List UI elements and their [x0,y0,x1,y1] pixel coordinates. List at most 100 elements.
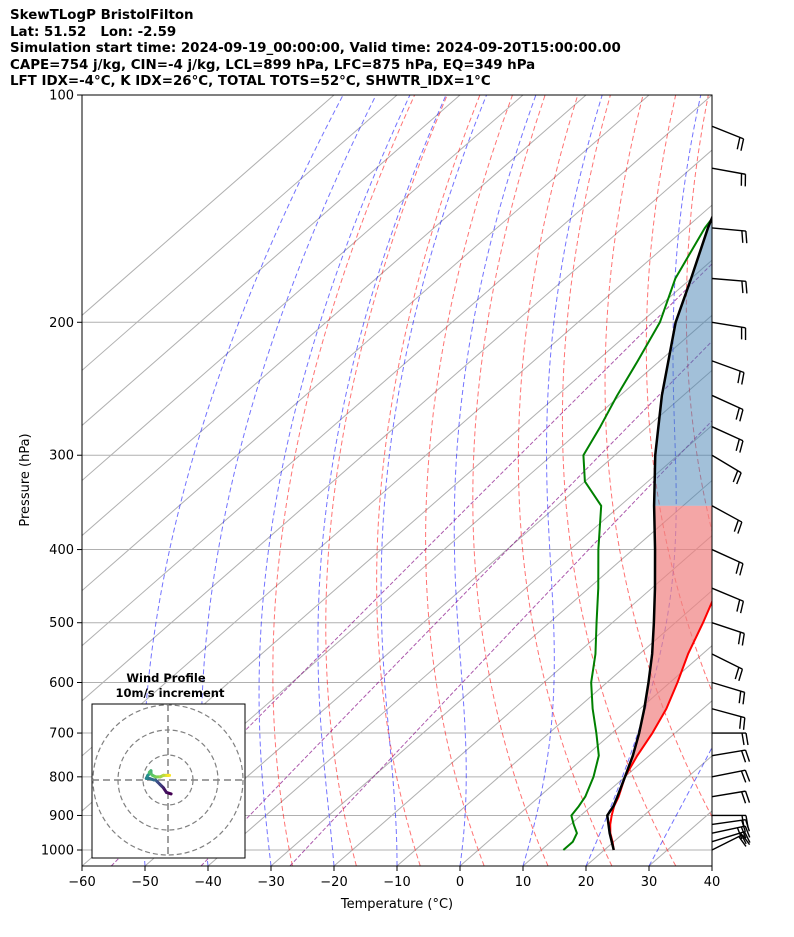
isotherm [82,149,712,702]
profile-layer [562,214,712,851]
barb-shaft [711,587,744,602]
barb-shaft [711,454,742,474]
title-line: Simulation start time: 2024-09-19_00:00:… [10,41,621,56]
barb-shaft [711,227,746,232]
barb-flag [740,832,747,845]
y-tick-label: 900 [49,809,74,824]
x-tick-label: −40 [194,875,221,890]
barb-flag [741,230,744,243]
dry-adiabat [517,95,613,866]
x-tick-label: 20 [578,875,595,890]
x-axis-label: Temperature (°C) [340,897,453,912]
barb-shaft [711,321,746,329]
title-line: Lat: 51.52 Lon: -2.59 [10,24,177,40]
moist-adiabat [453,95,537,866]
barb-flag [737,521,743,534]
x-tick-label: 40 [704,875,721,890]
y-tick-label: 500 [49,616,74,631]
barb-flag [738,836,747,847]
barb-shaft [711,277,746,283]
wind-barb [711,749,751,763]
wind-barb [711,454,742,485]
y-tick-label: 100 [49,89,74,104]
barb-flag [741,372,745,385]
barb-flag [741,834,751,846]
moist-adiabat [522,95,603,866]
isotherm [270,479,712,866]
barb-flag [741,815,745,828]
x-tick-label: 30 [641,875,658,890]
barb-flag [745,732,749,746]
cin-area [654,218,712,506]
isotherm [333,534,712,866]
title-line: SkewTLogP BristolFilton [10,8,194,23]
barb-flag [739,601,745,614]
barb-flag [740,138,745,151]
isotherm [144,369,712,866]
barb-shaft [711,653,743,670]
barb-flag [736,827,743,840]
barb-flag [732,470,739,483]
barb-flag [742,717,746,730]
wind-barb [711,426,744,453]
dry-adiabat [561,95,677,866]
barb-flag [735,438,740,452]
barb-flag [739,563,744,576]
barb-flag [740,770,747,783]
wind-barb [711,125,745,151]
wind-barb [711,277,748,294]
isotherm [711,865,712,866]
wind-profile-inset: Wind Profile 10m/s increment [91,671,246,859]
barb-flag [738,691,742,704]
barb-shaft [711,548,744,565]
mixing-ratio-line [289,420,712,866]
barb-flag [741,732,745,746]
x-tick-label: −30 [257,875,284,890]
barb-flag [737,371,741,384]
y-tick-label: 300 [49,449,74,464]
wind-barb [711,653,744,682]
moist-adiabat [317,95,447,866]
title-line: CAPE=754 j/kg, CIN=-4 j/kg, LCL=899 hPa,… [10,57,536,73]
barb-shaft [711,167,746,175]
dry-adiabat [472,95,549,866]
wind-barb [711,227,748,244]
barb-flag [744,825,751,838]
x-tick-label: 10 [515,875,532,890]
barb-shaft [711,790,746,798]
barb-flag [742,692,746,705]
barb-shaft [711,360,745,374]
barb-flag [739,716,742,729]
barb-shaft [711,825,746,834]
isotherm [82,95,712,647]
axis-ticks: −60 −50 −40 −30 −20 −10 0 10 20 30 40 1000 900 800 700… [41,89,720,891]
barb-shaft [711,749,746,757]
barb-flag [737,632,742,645]
y-tick-label: 200 [49,316,74,331]
barb-flag [744,790,751,803]
isotherm [82,95,650,592]
barb-flag [736,599,741,612]
wind-barb [711,548,744,576]
y-tick-label: 1000 [41,844,74,859]
dry-adiabat [425,95,513,866]
x-tick-label: −50 [131,875,158,890]
barb-flag [736,472,742,485]
barb-shaft [711,681,745,693]
moist-adiabat [648,746,712,866]
x-tick-label: −20 [320,875,347,890]
mixing-ratio-line [200,340,712,866]
x-tick-label: −60 [68,875,95,890]
barb-flag [735,407,740,420]
dry-adiabat [376,95,481,866]
barb-flag [736,137,741,150]
barb-flag [741,633,745,646]
barb-flag [745,230,748,244]
barb-shaft [711,834,743,851]
barb-flag [740,750,747,763]
isotherm [396,589,712,866]
barb-shaft [711,769,746,778]
wind-barb [711,622,745,646]
wind-barb [711,360,745,385]
